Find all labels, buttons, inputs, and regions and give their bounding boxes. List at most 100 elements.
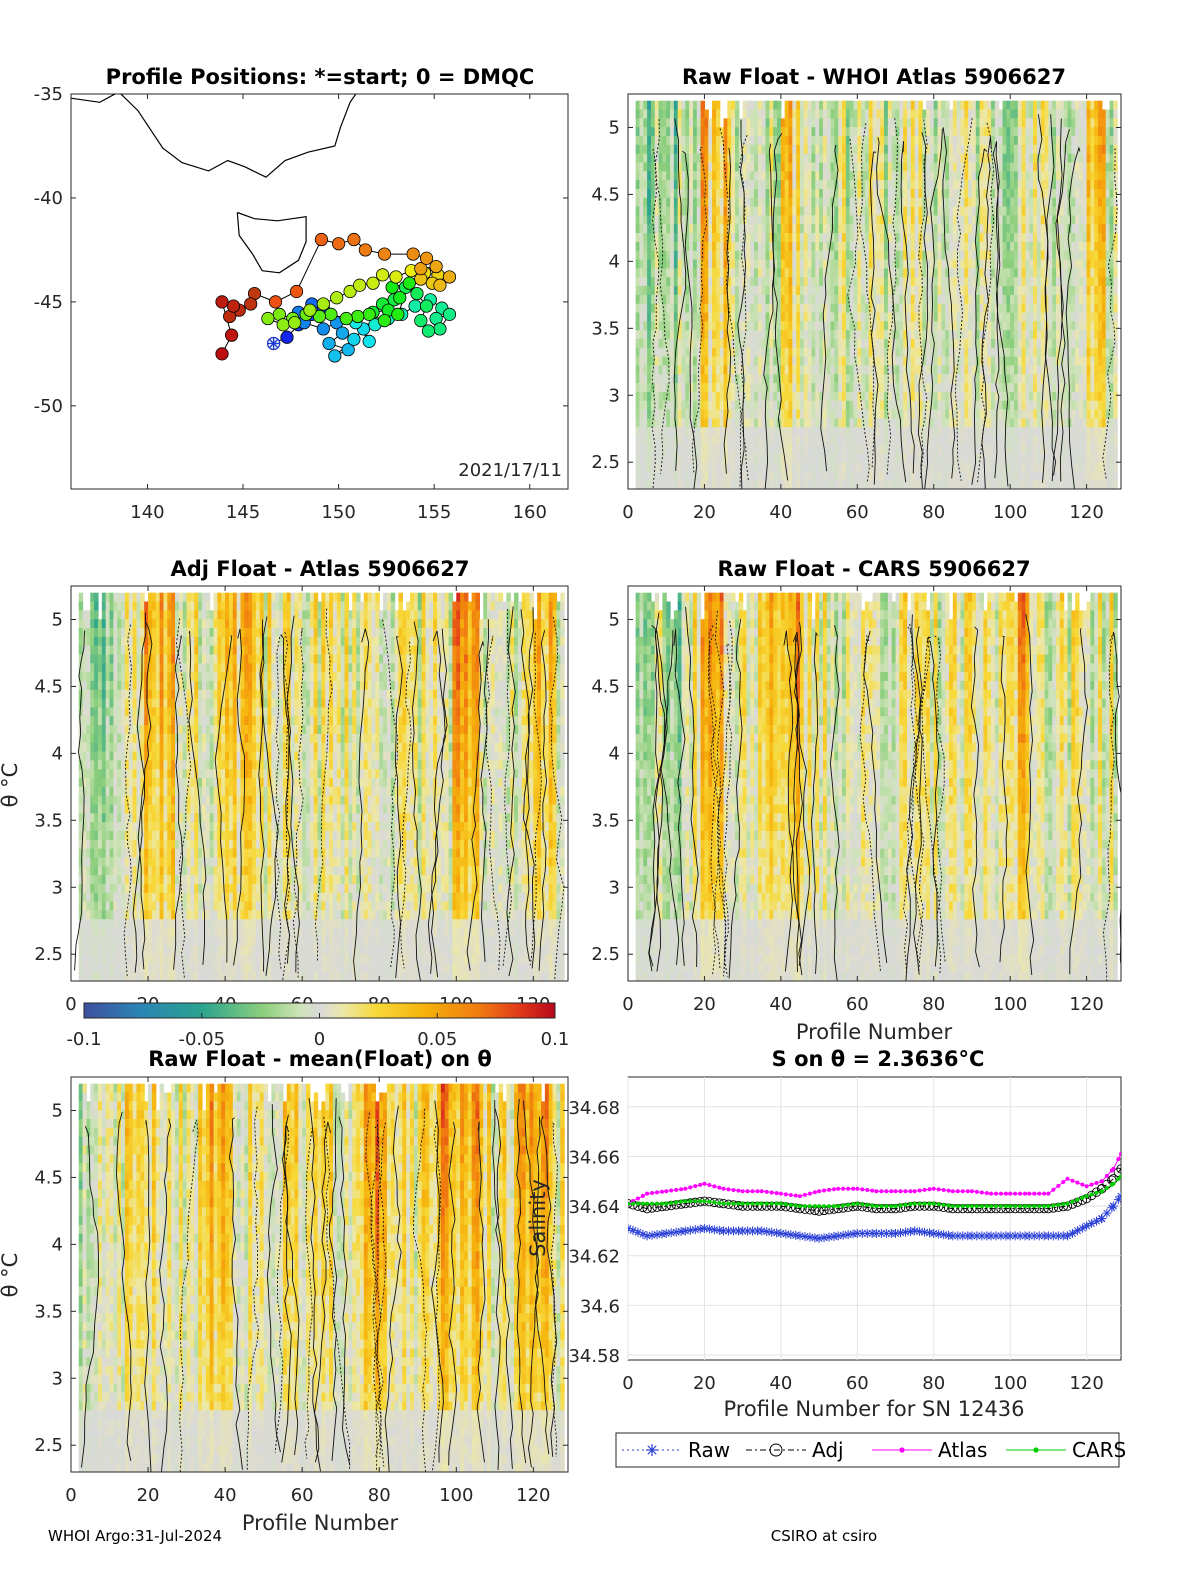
heatmap-cell: [937, 188, 942, 199]
heatmap-cell: [803, 294, 809, 305]
heatmap-cell: [731, 374, 736, 384]
heatmap-cell: [689, 259, 694, 269]
heatmap-cell: [639, 391, 644, 402]
profile-position-marker: [215, 295, 229, 309]
heatmap-cell: [700, 109, 706, 119]
heatmap-cell: [696, 330, 702, 340]
heatmap-cell: [857, 197, 862, 208]
heatmap-cell: [799, 356, 805, 367]
heatmap-cell: [654, 162, 660, 172]
profile-position-marker: [316, 322, 330, 336]
heatmap-cell: [815, 109, 820, 119]
heatmap-cell: [853, 338, 858, 349]
heatmap-cell: [914, 277, 920, 287]
heatmap-cell: [754, 171, 759, 181]
heatmap-cell: [788, 233, 793, 243]
heatmap-cell: [956, 453, 962, 464]
heatmap-cell: [735, 427, 740, 437]
heatmap-cell: [712, 188, 717, 199]
heatmap-cell: [1044, 153, 1049, 164]
heatmap-cell: [666, 427, 671, 437]
heatmap-cell: [903, 338, 908, 349]
heatmap-cell: [857, 409, 862, 419]
heatmap-cell: [681, 100, 686, 111]
heatmap-cell: [700, 277, 706, 287]
heatmap-cell: [715, 127, 721, 137]
heatmap-cell: [731, 277, 736, 287]
heatmap-cell: [719, 409, 725, 419]
heatmap-cell: [834, 206, 839, 217]
profile-position-marker: [377, 314, 392, 328]
heatmap-cell: [1033, 268, 1038, 278]
heatmap-cell: [887, 453, 893, 464]
heatmap-cell: [704, 409, 709, 419]
heatmap-cell: [1006, 259, 1011, 269]
heatmap-cell: [1017, 356, 1023, 367]
heatmap-cell: [937, 171, 942, 181]
heatmap-cell: [1036, 109, 1042, 119]
heatmap-cell: [826, 162, 832, 172]
heatmap-cell: [712, 356, 717, 367]
heatmap-cell: [887, 136, 893, 146]
heatmap-cell: [647, 409, 652, 419]
heatmap-cell: [868, 480, 874, 489]
heatmap-cell: [891, 277, 897, 287]
heatmap-cell: [792, 374, 797, 384]
heatmap-cell: [761, 400, 767, 411]
heatmap-cell: [822, 136, 828, 146]
heatmap-cell: [872, 250, 878, 261]
heatmap-cell: [639, 286, 644, 296]
heatmap-cell: [761, 136, 767, 146]
heatmap-cell: [643, 233, 648, 243]
profile-position-marker: [419, 251, 434, 265]
heatmap-cell: [891, 162, 897, 172]
heatmap-cell: [979, 118, 985, 128]
heatmap-cell: [712, 100, 717, 111]
heatmap-cell: [1010, 215, 1015, 225]
heatmap-cell: [1056, 471, 1061, 481]
heatmap-cell: [658, 118, 663, 128]
heatmap-cell: [964, 259, 969, 269]
heatmap-cell: [929, 215, 935, 225]
heatmap-cell: [983, 330, 988, 340]
heatmap-cell: [991, 462, 996, 472]
heatmap-cell: [754, 180, 759, 190]
heatmap-cell: [647, 162, 652, 172]
heatmap-cell: [635, 480, 641, 489]
heatmap-cell: [723, 471, 728, 481]
heatmap-cell: [723, 391, 728, 402]
heatmap-cell: [975, 462, 981, 472]
heatmap-cell: [983, 338, 988, 349]
heatmap-cell: [673, 418, 679, 428]
heatmap-cell: [903, 180, 908, 190]
heatmap-cell: [658, 453, 663, 464]
heatmap-cell: [761, 330, 767, 340]
heatmap-cell: [1056, 277, 1061, 287]
heatmap-cell: [1002, 436, 1007, 446]
heatmap-cell: [1010, 109, 1015, 119]
heatmap-cell: [910, 418, 916, 428]
heatmap-cell: [914, 453, 920, 464]
heatmap-cell: [1002, 409, 1007, 419]
heatmap-cell: [926, 453, 931, 464]
heatmap-cell: [750, 171, 755, 181]
heatmap-cell: [746, 321, 751, 331]
heatmap-cell: [826, 197, 832, 208]
heatmap-cell: [784, 444, 790, 455]
heatmap-cell: [796, 347, 801, 358]
heatmap-cell: [639, 197, 644, 208]
heatmap-cell: [826, 153, 832, 164]
heatmap-cell: [639, 144, 644, 155]
heatmap-cell: [777, 109, 782, 119]
heatmap-cell: [1010, 162, 1015, 172]
heatmap-cell: [826, 480, 832, 489]
heatmap-cell: [731, 233, 736, 243]
heatmap-cell: [1044, 109, 1049, 119]
heatmap-cell: [853, 144, 858, 155]
heatmap-cell: [1052, 480, 1057, 489]
heatmap-cell: [780, 144, 786, 155]
heatmap-cell: [1044, 347, 1049, 358]
heatmap-cell: [792, 233, 797, 243]
heatmap-cell: [819, 286, 824, 296]
heatmap-cell: [685, 127, 690, 137]
